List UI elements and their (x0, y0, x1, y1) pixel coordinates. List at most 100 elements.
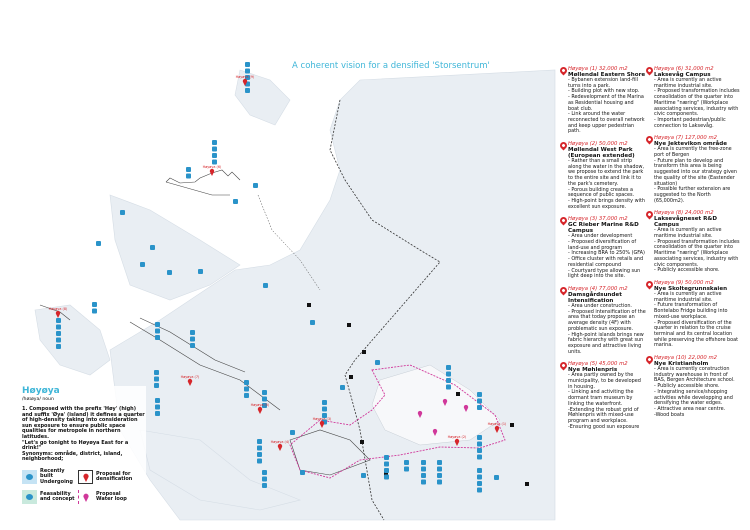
project-icon[interactable] (446, 371, 451, 377)
project-icon[interactable] (477, 392, 482, 397)
project-icon[interactable] (190, 336, 195, 342)
project-icon[interactable] (384, 455, 389, 460)
project-icon[interactable] (262, 470, 267, 475)
project-icon[interactable] (56, 344, 61, 349)
project-icon[interactable] (155, 404, 160, 410)
project-icon[interactable] (421, 460, 426, 465)
project-icon[interactable] (245, 62, 250, 67)
project-icon[interactable] (477, 454, 482, 460)
project-icon[interactable] (167, 270, 172, 275)
project-icon[interactable] (186, 173, 191, 179)
water-loop-marker[interactable] (442, 398, 448, 406)
project-icon[interactable] (262, 483, 267, 488)
project-icon[interactable] (154, 376, 159, 382)
densification-marker[interactable]: Høyøya (2) (448, 435, 467, 446)
project-icon[interactable] (244, 380, 249, 385)
water-loop-marker[interactable] (417, 410, 423, 418)
project-icon[interactable] (186, 167, 191, 172)
project-icon[interactable] (257, 458, 262, 464)
project-icon[interactable] (477, 487, 482, 493)
project-icon[interactable] (361, 473, 366, 478)
project-icon[interactable] (477, 468, 482, 473)
project-icon[interactable] (244, 393, 249, 398)
project-icon[interactable] (290, 430, 295, 435)
project-icon[interactable] (477, 405, 482, 410)
project-icon[interactable] (340, 385, 345, 390)
project-icon[interactable] (155, 322, 160, 327)
project-icon[interactable] (404, 466, 409, 472)
project-icon[interactable] (198, 269, 203, 274)
project-icon[interactable] (120, 210, 125, 215)
project-icon[interactable] (437, 466, 442, 472)
project-icon[interactable] (404, 460, 409, 465)
project-icon[interactable] (494, 475, 499, 480)
project-icon[interactable] (155, 335, 160, 340)
project-icon[interactable] (300, 470, 305, 475)
project-icon[interactable] (446, 365, 451, 370)
densification-marker[interactable]: Høyøya (1) (488, 422, 507, 433)
project-icon[interactable] (421, 466, 426, 472)
project-icon[interactable] (477, 435, 482, 440)
project-icon[interactable] (262, 396, 267, 402)
project-icon[interactable] (322, 400, 327, 405)
project-icon[interactable] (245, 75, 250, 80)
project-icon[interactable] (384, 474, 389, 480)
project-icon[interactable] (262, 390, 267, 395)
project-icon[interactable] (257, 445, 262, 451)
project-icon[interactable] (150, 245, 155, 250)
project-icon[interactable] (212, 146, 217, 152)
project-icon[interactable] (263, 283, 268, 288)
project-icon[interactable] (190, 330, 195, 335)
water-loop-marker[interactable] (463, 404, 469, 412)
project-icon[interactable] (212, 153, 217, 158)
densification-marker[interactable]: Høyøya (3) (313, 417, 332, 428)
project-icon[interactable] (446, 378, 451, 383)
project-icon[interactable] (477, 448, 482, 453)
densification-marker[interactable]: Høyøya (6) (203, 165, 222, 176)
project-icon[interactable] (56, 337, 61, 343)
project-icon[interactable] (421, 473, 426, 478)
densification-marker[interactable]: Høyøya (9) (236, 75, 255, 86)
project-icon[interactable] (92, 302, 97, 307)
project-icon[interactable] (322, 406, 327, 412)
project-icon[interactable] (155, 411, 160, 416)
project-icon[interactable] (384, 461, 389, 467)
project-icon[interactable] (477, 481, 482, 486)
project-icon[interactable] (253, 183, 258, 188)
project-icon[interactable] (437, 473, 442, 478)
project-icon[interactable] (262, 403, 267, 408)
project-icon[interactable] (437, 479, 442, 485)
project-icon[interactable] (262, 476, 267, 482)
project-icon[interactable] (322, 413, 327, 418)
densification-marker[interactable]: Høyøya (5) (251, 403, 270, 414)
project-icon[interactable] (477, 474, 482, 480)
project-icon[interactable] (477, 398, 482, 404)
project-icon[interactable] (212, 159, 217, 165)
project-icon[interactable] (244, 386, 249, 392)
project-icon[interactable] (437, 460, 442, 465)
project-icon[interactable] (140, 262, 145, 267)
project-icon[interactable] (446, 384, 451, 390)
project-icon[interactable] (257, 452, 262, 457)
project-icon[interactable] (212, 140, 217, 145)
project-icon[interactable] (96, 241, 101, 246)
project-icon[interactable] (233, 199, 238, 204)
densification-marker[interactable]: Høyøya (7) (181, 375, 200, 386)
densification-marker[interactable]: Høyøya (8) (49, 307, 68, 318)
project-icon[interactable] (56, 324, 61, 330)
project-icon[interactable] (384, 468, 389, 473)
project-icon[interactable] (155, 328, 160, 334)
project-icon[interactable] (56, 331, 61, 336)
project-icon[interactable] (245, 88, 250, 93)
project-icon[interactable] (56, 318, 61, 323)
project-icon[interactable] (154, 383, 159, 388)
project-icon[interactable] (190, 343, 195, 348)
project-icon[interactable] (155, 398, 160, 403)
densification-marker[interactable]: Høyøya (4) (271, 440, 290, 451)
project-icon[interactable] (375, 360, 380, 365)
project-icon[interactable] (92, 308, 97, 314)
project-icon[interactable] (245, 68, 250, 74)
project-icon[interactable] (310, 320, 315, 325)
project-icon[interactable] (257, 439, 262, 444)
project-icon[interactable] (154, 370, 159, 375)
